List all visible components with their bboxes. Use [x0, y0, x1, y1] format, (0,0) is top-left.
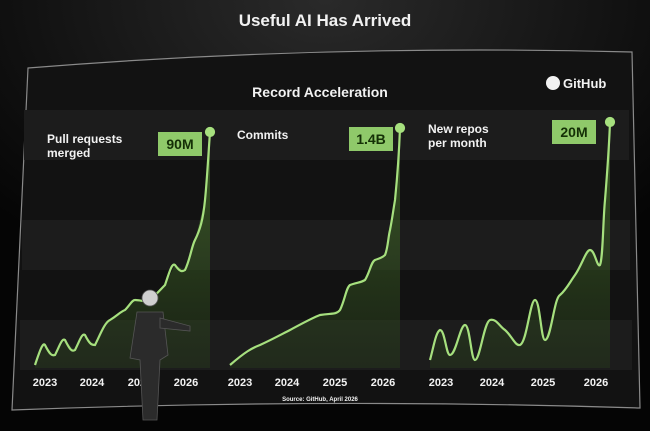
speaker — [129, 289, 191, 421]
badge — [349, 127, 393, 151]
badge — [158, 132, 202, 156]
brand: GitHub — [546, 76, 606, 91]
panel-label: Pull requests — [47, 132, 123, 146]
year-label: 2025 — [323, 377, 347, 389]
year-label: 2023 — [429, 377, 453, 389]
badge-text: 20M — [560, 124, 587, 140]
badge-text: 90M — [166, 136, 193, 152]
year-label: 2025 — [531, 377, 555, 389]
year-label: 2024 — [275, 377, 300, 389]
panel-label: Commits — [237, 128, 289, 142]
brand-name: GitHub — [563, 76, 606, 91]
source-note: Source: GitHub, April 2026 — [282, 397, 358, 403]
badge-text: 1.4B — [356, 131, 386, 147]
year-label: 2024 — [80, 377, 105, 389]
year-label: 2026 — [584, 377, 608, 389]
year-label: 2024 — [480, 377, 505, 389]
curves — [33, 116, 616, 368]
stage-title: Useful AI Has Arrived — [239, 11, 412, 30]
slide-title: Record Acceleration — [252, 84, 388, 100]
year-label: 2023 — [33, 377, 57, 389]
year-label: 2026 — [174, 377, 198, 389]
year-label: 2023 — [228, 377, 252, 389]
panel-label: New repos — [428, 122, 489, 136]
panel-label: per month — [428, 136, 487, 150]
year-label: 2026 — [371, 377, 395, 389]
panel-label: merged — [47, 146, 90, 160]
badge — [552, 120, 596, 144]
